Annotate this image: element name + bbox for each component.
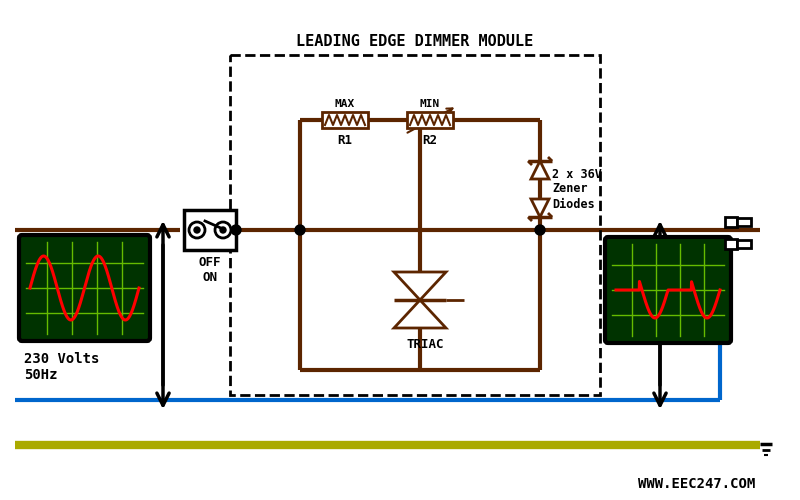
Text: MIN: MIN xyxy=(420,99,440,109)
Circle shape xyxy=(535,225,545,235)
Text: WWW.EEC247.COM: WWW.EEC247.COM xyxy=(638,477,755,491)
Bar xyxy=(184,210,236,250)
Bar xyxy=(725,239,737,249)
FancyBboxPatch shape xyxy=(19,235,150,341)
Bar xyxy=(407,112,453,128)
Bar xyxy=(737,240,751,248)
Text: OFF
ON: OFF ON xyxy=(198,256,222,284)
Circle shape xyxy=(220,227,226,233)
Bar xyxy=(725,217,737,227)
Polygon shape xyxy=(531,199,549,217)
Text: 2 x 36V
Zener
Diodes: 2 x 36V Zener Diodes xyxy=(552,168,602,210)
Text: MAX: MAX xyxy=(335,99,355,109)
Text: LEADING EDGE DIMMER MODULE: LEADING EDGE DIMMER MODULE xyxy=(296,34,534,49)
Text: R1: R1 xyxy=(338,134,353,147)
Polygon shape xyxy=(394,272,446,300)
Polygon shape xyxy=(394,300,446,328)
Bar xyxy=(322,112,368,128)
Text: R2: R2 xyxy=(422,134,438,147)
Circle shape xyxy=(189,222,205,238)
Circle shape xyxy=(295,225,305,235)
Polygon shape xyxy=(531,161,549,179)
Text: 230 Volts
50Hz: 230 Volts 50Hz xyxy=(24,352,99,382)
Text: TRIAC: TRIAC xyxy=(406,338,444,351)
Circle shape xyxy=(231,225,241,235)
Circle shape xyxy=(194,227,200,233)
Circle shape xyxy=(215,222,231,238)
FancyBboxPatch shape xyxy=(605,237,731,343)
Bar xyxy=(737,218,751,226)
